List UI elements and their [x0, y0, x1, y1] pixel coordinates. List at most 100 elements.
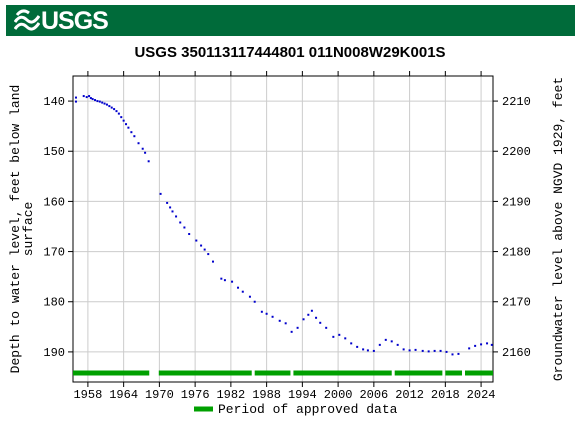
- data-point: [179, 221, 182, 224]
- data-point: [171, 210, 174, 213]
- data-point: [338, 333, 341, 336]
- data-point: [105, 103, 108, 106]
- data-point: [490, 343, 493, 346]
- data-point: [183, 226, 186, 229]
- data-point: [366, 349, 369, 352]
- data-point: [74, 100, 77, 103]
- data-point: [166, 201, 169, 204]
- x-tick-label: 1958: [73, 388, 102, 402]
- x-tick-label: 2024: [467, 388, 496, 402]
- data-point: [223, 279, 226, 282]
- data-point: [427, 350, 430, 353]
- data-point: [433, 349, 436, 352]
- data-point: [207, 253, 210, 256]
- data-point: [474, 344, 477, 347]
- y-axis-right-label: Groundwater level above NGVD 1929, feet: [551, 77, 566, 381]
- data-point: [396, 343, 399, 346]
- x-tick-label: 1982: [216, 388, 245, 402]
- data-point: [117, 112, 120, 115]
- data-point: [290, 330, 293, 333]
- data-point: [91, 98, 94, 101]
- data-point: [278, 319, 281, 322]
- x-tick-label: 2018: [431, 388, 460, 402]
- data-point: [296, 326, 299, 329]
- chart-title: USGS 350113117444801 011N008W29K001S: [134, 44, 445, 61]
- data-point: [344, 337, 347, 340]
- y-right-tick-label: 2190: [502, 195, 531, 209]
- data-point: [125, 123, 128, 126]
- y-left-tick-label: 170: [43, 246, 65, 260]
- data-point: [101, 101, 104, 104]
- data-point: [115, 110, 118, 113]
- data-point: [122, 119, 125, 122]
- data-point: [362, 348, 365, 351]
- data-point: [319, 321, 322, 324]
- data-point: [253, 300, 256, 303]
- data-point: [414, 348, 417, 351]
- data-point: [103, 102, 106, 105]
- data-point: [188, 233, 191, 236]
- data-point: [332, 335, 335, 338]
- y-axis-left-label-line-1: Depth to water level, feet below land: [8, 85, 23, 374]
- y-left-tick-label: 160: [43, 195, 65, 209]
- data-point: [108, 105, 111, 108]
- data-point: [271, 315, 274, 318]
- usgs-banner: USGS: [6, 5, 575, 36]
- data-point: [260, 310, 263, 313]
- y-right-tick-label: 2210: [502, 95, 531, 109]
- data-point: [284, 322, 287, 325]
- y-axis-right: 2210 2200 2190 2180 2170 2160: [493, 95, 531, 360]
- x-tick-label: 1988: [252, 388, 281, 402]
- data-point: [451, 353, 454, 356]
- data-point: [195, 239, 198, 242]
- data-point: [486, 342, 489, 345]
- data-point: [265, 312, 268, 315]
- y-left-tick-label: 190: [43, 346, 65, 360]
- data-point: [203, 248, 206, 251]
- plot-frame: [72, 75, 494, 383]
- data-point: [220, 277, 223, 280]
- data-point: [175, 215, 178, 218]
- data-point: [315, 316, 318, 319]
- data-point: [402, 348, 405, 351]
- y-left-tick-label: 140: [43, 95, 65, 109]
- data-point: [310, 309, 313, 312]
- data-point: [130, 131, 133, 134]
- x-axis: 1958 1964 1970 1976 1982 1988 1994 2000 2006 2012…: [73, 71, 495, 402]
- data-point: [378, 343, 381, 346]
- data-point: [439, 349, 442, 352]
- data-point: [468, 347, 471, 350]
- data-point: [141, 147, 144, 150]
- data-point: [325, 326, 328, 329]
- gridlines: [73, 76, 493, 382]
- x-tick-label: 1964: [109, 388, 138, 402]
- data-point: [350, 342, 353, 345]
- data-point: [110, 106, 113, 109]
- data-point: [200, 244, 203, 247]
- data-point: [231, 280, 234, 283]
- x-tick-label: 1970: [145, 388, 174, 402]
- data-point: [113, 108, 116, 111]
- y-axis-left-label-line-2: surface: [21, 202, 36, 257]
- y-left-tick-label: 150: [43, 145, 65, 159]
- usgs-logo-text: USGS: [41, 7, 109, 35]
- x-tick-label: 2006: [359, 388, 388, 402]
- x-tick-label: 2000: [324, 388, 353, 402]
- y-right-tick-label: 2160: [502, 346, 531, 360]
- data-point: [384, 338, 387, 341]
- data-point: [74, 96, 77, 99]
- data-point: [89, 97, 92, 100]
- data-point: [159, 192, 162, 195]
- data-point: [372, 349, 375, 352]
- y-right-tick-label: 2180: [502, 246, 531, 260]
- data-point: [408, 349, 411, 352]
- data-point: [212, 260, 214, 263]
- data-point: [133, 135, 136, 138]
- data-point: [88, 95, 91, 98]
- data-point: [237, 286, 240, 289]
- data-point: [120, 116, 123, 119]
- y-right-tick-label: 2200: [502, 145, 531, 159]
- data-point: [248, 295, 251, 298]
- data-point: [307, 313, 310, 316]
